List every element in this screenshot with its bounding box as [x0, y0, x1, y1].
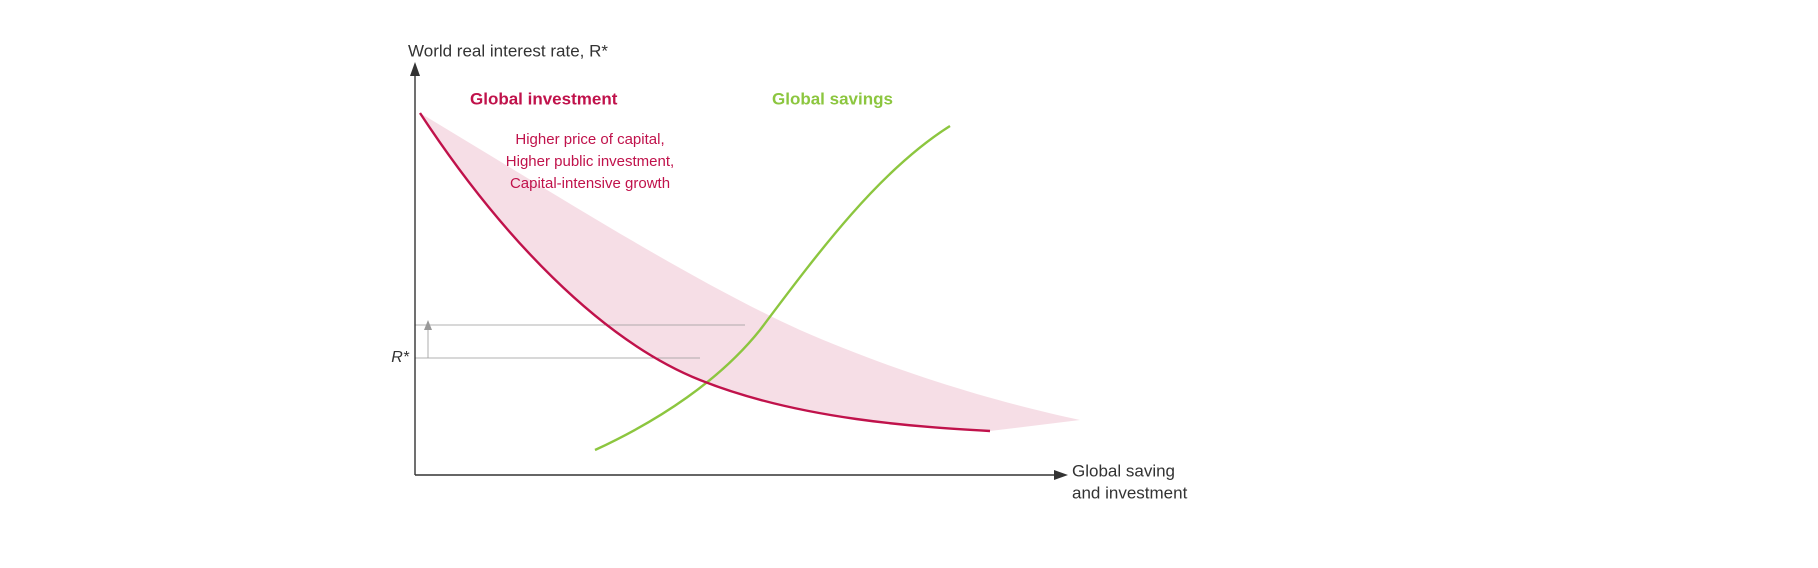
- y-axis-title: World real interest rate, R*: [408, 41, 608, 60]
- x-axis-title-line1: Global saving: [1072, 461, 1175, 480]
- rstar-label: R*: [391, 349, 410, 366]
- investment-note-line3: Capital-intensive growth: [510, 175, 670, 192]
- investment-title: Global investment: [470, 89, 618, 108]
- chart-stage: World real interest rate, R* Global savi…: [0, 0, 1818, 568]
- x-axis-title-line2: and investment: [1072, 483, 1188, 502]
- investment-note-line1: Higher price of capital,: [515, 131, 664, 148]
- investment-note-line2: Higher public investment,: [506, 153, 674, 170]
- economics-chart: World real interest rate, R* Global savi…: [0, 0, 1818, 568]
- savings-title: Global savings: [772, 89, 893, 108]
- x-axis-arrowhead: [1054, 470, 1068, 480]
- y-axis-arrowhead: [410, 62, 420, 76]
